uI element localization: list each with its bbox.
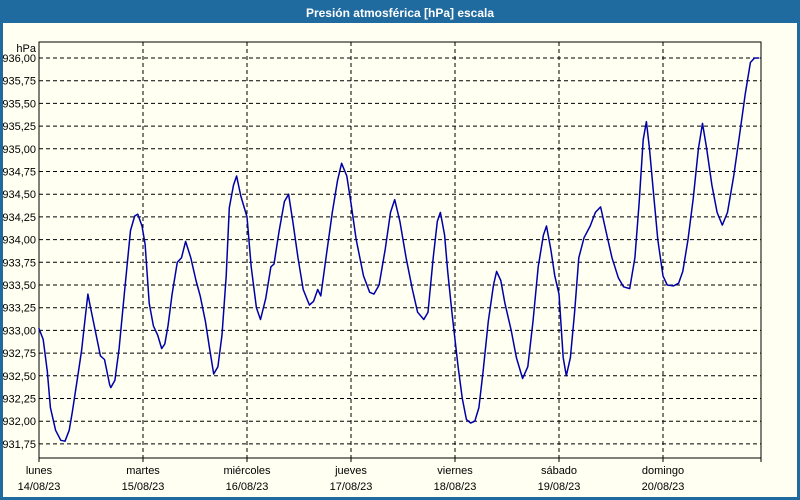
- y-axis-label: 931,75: [2, 439, 36, 451]
- y-axis-label: 932,00: [2, 416, 36, 428]
- y-axis-label: 934,25: [2, 212, 36, 224]
- y-axis-label: 932,25: [2, 394, 36, 406]
- y-axis-label: 935,00: [2, 144, 36, 156]
- y-axis-label: 933,50: [2, 280, 36, 292]
- x-axis-date-label: 20/08/23: [642, 481, 685, 493]
- y-axis-label: 934,00: [2, 235, 36, 247]
- y-axis-label: 932,50: [2, 371, 36, 383]
- plot-border: [38, 41, 762, 459]
- y-axis-label: 932,75: [2, 348, 36, 360]
- y-axis-label: 934,50: [2, 189, 36, 201]
- y-axis-label: 934,75: [2, 167, 36, 179]
- x-axis-day-label: domingo: [642, 465, 684, 477]
- x-axis-day-label: martes: [126, 465, 160, 477]
- y-axis-label: 935,50: [2, 98, 36, 110]
- y-axis-label: 933,75: [2, 257, 36, 269]
- x-axis-date-label: 16/08/23: [226, 481, 269, 493]
- x-axis-day-label: jueves: [334, 465, 367, 477]
- window-title: Presión atmosférica [hPa] escala: [305, 6, 495, 20]
- x-axis-day-label: miércoles: [223, 465, 271, 477]
- x-axis-date-label: 14/08/23: [18, 481, 61, 493]
- x-axis-date-label: 18/08/23: [434, 481, 477, 493]
- x-axis-day-label: lunes: [26, 465, 53, 477]
- x-axis-date-label: 17/08/23: [330, 481, 373, 493]
- y-axis-unit-label: hPa: [16, 43, 36, 55]
- pressure-line: [38, 57, 760, 442]
- x-axis-date-label: 15/08/23: [122, 481, 165, 493]
- window-titlebar: Presión atmosférica [hPa] escala: [3, 3, 797, 23]
- y-axis-label: 935,25: [2, 121, 36, 133]
- x-axis-day-label: sábado: [541, 465, 577, 477]
- y-axis-label: 933,00: [2, 325, 36, 337]
- y-axis-label: 933,25: [2, 303, 36, 315]
- x-axis-date-label: 19/08/23: [538, 481, 581, 493]
- x-axis-day-label: viernes: [437, 465, 473, 477]
- y-axis-label: 935,75: [2, 76, 36, 88]
- y-axis-label: 936,00: [2, 53, 36, 65]
